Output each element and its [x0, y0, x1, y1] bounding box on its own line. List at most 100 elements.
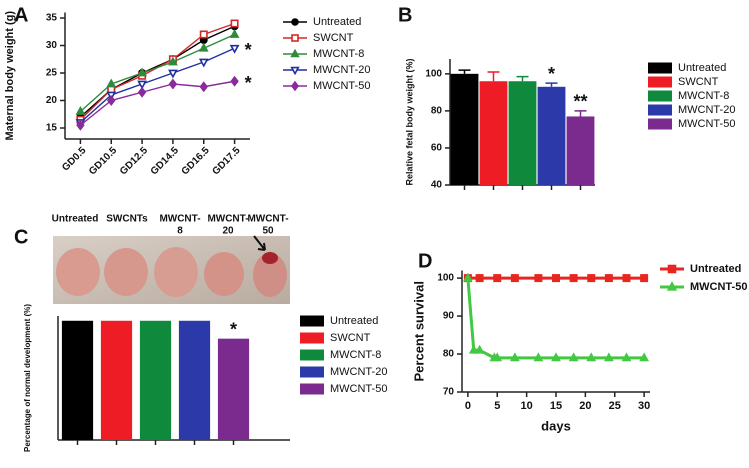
y-tick-label: 60 — [431, 143, 443, 154]
series-line — [79, 25, 235, 118]
marker — [198, 42, 209, 52]
x-tick-label: GD12.5 — [118, 145, 150, 177]
error-bar — [574, 110, 587, 117]
legend-label: MWCNT-8 — [313, 48, 364, 60]
legend-label: MWCNT-20 — [330, 366, 387, 378]
panel-label: D — [418, 250, 432, 272]
marker — [534, 274, 543, 283]
marker — [510, 274, 519, 283]
annotation: * — [230, 319, 237, 339]
series-line — [466, 277, 645, 360]
y-tick-label: 25 — [46, 68, 58, 79]
series-line — [79, 80, 235, 126]
marker — [569, 274, 578, 283]
marker — [199, 81, 208, 93]
marker — [168, 56, 178, 66]
legend-label: Untreated — [313, 16, 361, 28]
marker — [168, 69, 178, 79]
photo-label: 20 — [222, 226, 234, 237]
legend-swatch — [648, 62, 672, 74]
legend-label: Untreated — [330, 315, 378, 327]
legend-swatch — [648, 90, 672, 102]
y-tick-label: 80 — [443, 349, 455, 360]
x-tick-label: GD16.5 — [180, 145, 212, 177]
bar — [178, 320, 211, 440]
marker — [76, 119, 85, 131]
error-bar — [545, 82, 558, 87]
marker — [230, 75, 239, 87]
x-tick-label: 0 — [465, 400, 471, 412]
y-tick-label: 35 — [46, 13, 58, 24]
legend-swatch — [300, 315, 324, 327]
legend-label: Untreated — [678, 62, 726, 74]
series-line — [79, 33, 235, 113]
marker — [568, 352, 579, 362]
marker — [75, 105, 86, 115]
marker — [137, 80, 147, 90]
marker — [106, 78, 117, 88]
x-tick-label: 5 — [494, 400, 500, 412]
marker — [474, 344, 485, 354]
marker — [290, 80, 300, 92]
marker — [230, 19, 239, 28]
error-bar — [458, 69, 471, 74]
y-tick-label: 70 — [443, 387, 455, 398]
photo-label: MWCNT- — [207, 214, 248, 225]
marker — [666, 281, 678, 291]
error-bar — [516, 75, 529, 82]
marker — [475, 274, 484, 283]
annotation: * — [245, 40, 252, 60]
y-tick-label: 80 — [431, 106, 443, 117]
annotation: * — [245, 73, 252, 93]
marker — [229, 44, 240, 54]
marker — [229, 28, 240, 38]
x-tick-label: GD10.5 — [87, 145, 119, 177]
panel-label: A — [14, 4, 28, 26]
x-tick-label: 20 — [579, 400, 591, 412]
y-tick-label: 20 — [46, 95, 58, 106]
series-line — [79, 47, 235, 124]
annotation: ** — [573, 92, 587, 112]
y-tick-label: 40 — [431, 180, 443, 191]
marker — [493, 274, 502, 283]
legend-label: MWCNT-50 — [690, 281, 747, 293]
photo-label: MWCNT- — [247, 214, 288, 225]
marker — [510, 352, 520, 362]
marker — [621, 352, 632, 362]
series-line — [79, 22, 235, 121]
y-axis-label: Percent survival — [411, 281, 426, 381]
legend-swatch — [300, 366, 324, 378]
legend-swatch — [648, 104, 672, 116]
legend-label: MWCNT-8 — [678, 90, 729, 102]
marker — [604, 352, 614, 362]
legend-swatch — [300, 332, 324, 344]
photo-label: MWCNT- — [159, 214, 200, 225]
legend-label: SWCNT — [313, 32, 354, 44]
marker — [198, 58, 209, 68]
photo — [53, 235, 290, 304]
x-tick-label: GD14.5 — [149, 145, 181, 177]
bar — [139, 320, 172, 440]
marker — [586, 352, 597, 362]
marker — [199, 30, 208, 39]
x-tick-label: GD17.5 — [210, 145, 242, 177]
marker — [492, 352, 503, 362]
marker — [291, 34, 299, 42]
marker — [551, 274, 560, 283]
marker — [551, 352, 561, 362]
marker — [667, 264, 677, 274]
marker — [622, 274, 631, 283]
bar — [61, 320, 94, 440]
y-tick-label: 15 — [46, 123, 58, 134]
x-axis-label: days — [541, 418, 571, 433]
bar — [479, 81, 508, 185]
bar — [566, 116, 595, 185]
marker — [137, 86, 147, 98]
legend-label: MWCNT-8 — [330, 349, 381, 361]
legend-swatch — [300, 383, 324, 395]
marker — [604, 274, 613, 283]
y-axis-label: Relative fetal body weight (%) — [404, 58, 414, 185]
legend-label: SWCNT — [678, 76, 719, 88]
y-tick-label: 100 — [425, 68, 442, 79]
y-tick-label: 90 — [443, 311, 455, 322]
